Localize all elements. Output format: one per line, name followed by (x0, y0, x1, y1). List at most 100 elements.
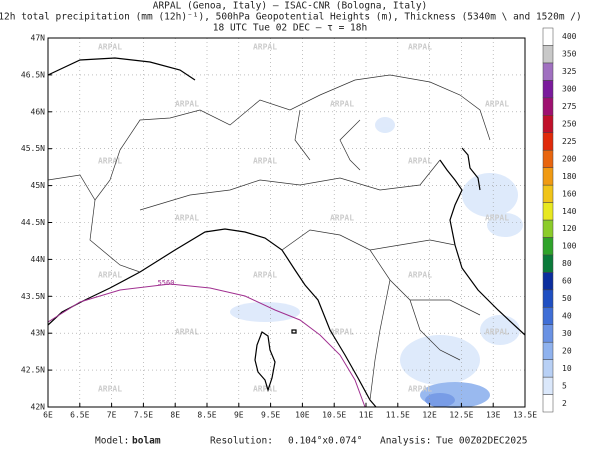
lat-label: 44N (31, 255, 46, 264)
colorbar-swatch (542, 184, 554, 203)
lon-label: 7.5E (134, 411, 153, 420)
title-line: 18 UTC Tue 02 DEC — τ = 18h (213, 23, 367, 34)
lat-label: 46N (31, 107, 46, 116)
lat-label: 45.5N (21, 144, 45, 153)
colorbar-label: 2 (562, 399, 567, 408)
lon-label: 8.5E (197, 411, 216, 420)
lat-label: 46.5N (21, 70, 45, 79)
precipitation (230, 117, 523, 408)
watermark: ARPAL (408, 271, 432, 280)
colorbar-swatch (542, 80, 554, 99)
lon-label: 12E (422, 411, 437, 420)
contour-label: 5560 (158, 279, 175, 287)
lat-label: 43N (31, 329, 46, 338)
colorbar-label: 250 (562, 120, 577, 129)
watermark: ARPAL (485, 100, 509, 109)
colorbar-swatch (542, 97, 554, 116)
colorbar-swatch (542, 237, 554, 256)
watermark: ARPAL (175, 100, 199, 109)
colorbar-swatch (542, 62, 554, 81)
watermark: ARPAL (485, 328, 509, 337)
watermark: ARPAL (98, 271, 122, 280)
watermark: ARPAL (330, 100, 354, 109)
lat-label: 42.5N (21, 366, 45, 375)
lon-label: 8E (170, 411, 180, 420)
lon-label: 6.5E (70, 411, 89, 420)
footer-label: Model: (95, 436, 129, 447)
island (254, 331, 276, 392)
lon-label: 13E (486, 411, 501, 420)
watermark: ARPAL (98, 157, 122, 166)
watermark: ARPAL (408, 385, 432, 394)
lon-label: 10E (295, 411, 310, 420)
lon-label: 7E (107, 411, 117, 420)
colorbar-label: 200 (562, 154, 577, 163)
border (294, 109, 361, 171)
watermark: ARPAL (253, 385, 277, 394)
colorbar-label: 120 (562, 224, 577, 233)
lat-label: 47N (31, 34, 46, 43)
colorbar-swatch (542, 167, 554, 186)
colorbar-label: 160 (562, 189, 577, 198)
lon-label: 12.5E (449, 411, 473, 420)
colorbar-label: 50 (562, 294, 572, 303)
colorbar-label: 225 (562, 137, 577, 146)
footer: Model: bolam Resolution: 0.104°x0.074° A… (95, 436, 528, 447)
colorbar-swatch (542, 202, 554, 221)
watermark: ARPAL (253, 271, 277, 280)
watermark: ARPAL (253, 157, 277, 166)
coastline (47, 228, 377, 408)
border (139, 159, 441, 211)
watermark: ARPAL (253, 43, 277, 52)
colorbar-label: 10 (562, 364, 572, 373)
watermark: ARPAL (408, 43, 432, 52)
colorbar-label: 300 (562, 85, 577, 94)
colorbar: 2 5 10 20 30 40 50 60 80 100 120 140 160 180 200 225 250… (542, 27, 577, 413)
colorbar-label: 30 (562, 329, 572, 338)
geopotential-contour (47, 283, 366, 408)
title-line: 12h total precipitation (mm (12h)⁻¹), 50… (0, 12, 582, 23)
footer-value: bolam (132, 436, 161, 447)
lon-label: 9.5E (261, 411, 280, 420)
colorbar-swatch (542, 149, 554, 168)
colorbar-swatch (542, 132, 554, 151)
coastline (461, 147, 481, 191)
lon-label: 9E (234, 411, 244, 420)
watermark: ARPAL (330, 214, 354, 223)
colorbar-label: 40 (562, 312, 572, 321)
watermark: ARPAL (175, 214, 199, 223)
colorbar-label: 350 (562, 50, 577, 59)
lon-label: 11E (359, 411, 374, 420)
colorbar-swatch (542, 307, 554, 325)
colorbar-label: 5 (562, 381, 567, 390)
colorbar-swatch (542, 394, 554, 413)
colorbar-label: 400 (562, 32, 577, 41)
colorbar-label: 275 (562, 102, 577, 111)
colorbar-swatch (542, 219, 554, 238)
coastline (439, 159, 526, 336)
watermark: ARPAL (485, 214, 509, 223)
island (291, 329, 297, 334)
colorbar-swatch (542, 272, 554, 291)
colorbar-label: 180 (562, 172, 577, 181)
footer-label: Resolution: (210, 436, 273, 447)
coastline (47, 57, 196, 81)
lon-label: 13.5E (513, 411, 537, 420)
colorbar-swatch (542, 254, 554, 273)
colorbar-swatch (542, 289, 554, 308)
lon-label: 11.5E (386, 411, 410, 420)
colorbar-label: 20 (562, 346, 572, 355)
colorbar-swatch (542, 115, 554, 133)
colorbar-swatch (542, 27, 554, 46)
lat-label: 44.5N (21, 218, 45, 227)
map: ARPAL ARPAL ARPAL ARPAL ARPAL ARPAL ARPAL ARPAL… (47, 37, 526, 408)
footer-value: 0.104°x0.074° (288, 436, 362, 447)
watermark: ARPAL (175, 328, 199, 337)
colorbar-label: 80 (562, 259, 572, 268)
colorbar-label: 325 (562, 67, 577, 76)
lon-label: 6E (43, 411, 53, 420)
title-line: ARPAL (Genoa, Italy) — ISAC-CNR (Bologna… (153, 1, 428, 12)
border (47, 74, 491, 201)
border (281, 229, 481, 401)
colorbar-swatch (542, 359, 554, 378)
